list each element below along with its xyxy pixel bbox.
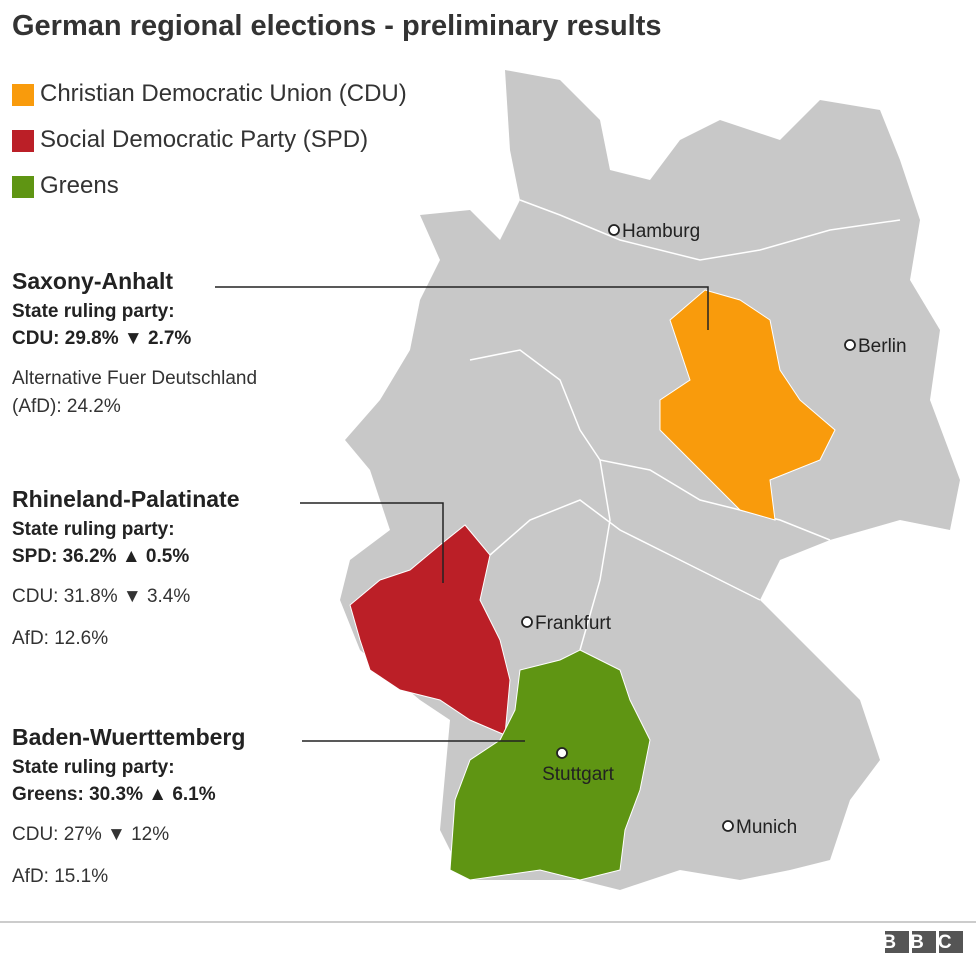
legend-label: Christian Democratic Union (CDU) bbox=[40, 80, 407, 107]
germany bbox=[340, 70, 960, 890]
other-result: Alternative Fuer Deutschland (AfD): 24.2… bbox=[12, 368, 258, 417]
state-name: Saxony-Anhalt bbox=[12, 268, 174, 294]
city-label: Frankfurt bbox=[535, 613, 612, 634]
baden-wuerttemberg-region bbox=[449, 649, 651, 881]
title: German regional elections - preliminary … bbox=[12, 10, 662, 42]
city-dot bbox=[844, 339, 856, 351]
city-label: Hamburg bbox=[622, 221, 700, 242]
ruling-result: CDU: 29.8% ▼ 2.7% bbox=[12, 328, 192, 349]
city-dot bbox=[722, 820, 734, 832]
bbc-logo: BBC bbox=[882, 931, 965, 953]
other-result: CDU: 27% ▼ 12% bbox=[12, 824, 170, 845]
saxony-anhalt-region bbox=[659, 289, 836, 521]
other-result: AfD: 12.6% bbox=[12, 628, 109, 649]
leader-line bbox=[300, 502, 444, 583]
city-dot bbox=[521, 616, 533, 628]
source: BBC bbox=[882, 932, 965, 953]
other-result: CDU: 31.8% ▼ 3.4% bbox=[12, 586, 191, 607]
city-label: Stuttgart bbox=[542, 764, 615, 785]
legend-label: Greens bbox=[40, 172, 119, 199]
state-name: Rhineland-Palatinate bbox=[12, 486, 240, 512]
ruling-label: State ruling party: bbox=[12, 301, 175, 322]
city-dot bbox=[608, 224, 620, 236]
ruling-result: Greens: 30.3% ▲ 6.1% bbox=[12, 784, 216, 805]
legend-label: Social Democratic Party (SPD) bbox=[40, 126, 369, 153]
state-border bbox=[489, 499, 761, 601]
state-border bbox=[579, 459, 611, 651]
rhineland-palatinate-region bbox=[349, 524, 511, 736]
ruling-result: SPD: 36.2% ▲ 0.5% bbox=[12, 546, 190, 567]
city-label: Munich bbox=[736, 817, 797, 838]
other-result: AfD: 15.1% bbox=[12, 866, 109, 887]
city-dot bbox=[556, 747, 568, 759]
state-name: Baden-Wuerttemberg bbox=[12, 724, 246, 750]
leader-line bbox=[215, 286, 709, 330]
legend-swatch bbox=[12, 176, 34, 198]
legend-swatch bbox=[12, 84, 34, 106]
legend-swatch bbox=[12, 130, 34, 152]
ruling-label: State ruling party: bbox=[12, 519, 175, 540]
city-label: Berlin bbox=[858, 336, 907, 357]
ruling-label: State ruling party: bbox=[12, 757, 175, 778]
state-border bbox=[519, 199, 901, 261]
